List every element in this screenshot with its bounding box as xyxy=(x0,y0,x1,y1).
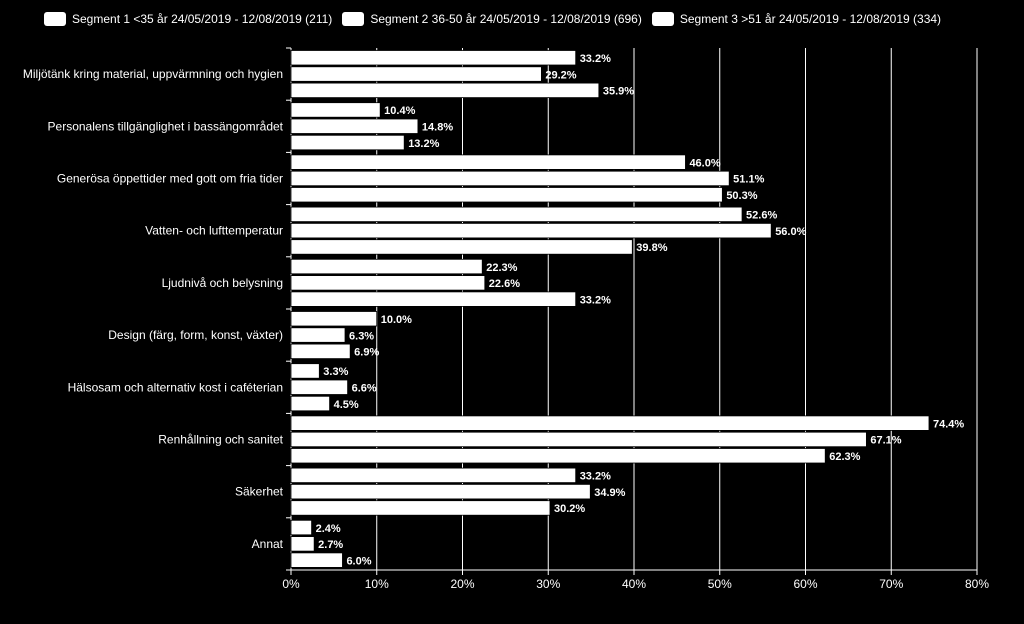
x-tick-label: 20% xyxy=(450,577,474,591)
data-label: 35.9% xyxy=(603,86,634,98)
legend-item-segment-3[interactable]: Segment 3 >51 år 24/05/2019 - 12/08/2019… xyxy=(651,12,942,26)
x-tick-label: 0% xyxy=(282,577,300,591)
data-label: 62.3% xyxy=(829,451,860,463)
chart-legend: Segment 1 <35 år 24/05/2019 - 12/08/2019… xyxy=(44,12,941,26)
bar-segment-1 xyxy=(290,415,930,431)
bar-segment-2 xyxy=(290,275,486,291)
category-label: Personalens tillgänglighet i bassängområ… xyxy=(48,119,284,133)
data-label: 33.2% xyxy=(580,471,611,483)
category-label: Miljötänk kring material, uppvärmning oc… xyxy=(23,67,283,81)
data-label: 6.3% xyxy=(349,330,374,342)
data-label: 51.1% xyxy=(733,174,764,186)
x-tick-label: 80% xyxy=(965,577,989,591)
data-label: 56.0% xyxy=(775,226,806,238)
bar-segment-3 xyxy=(290,291,577,307)
data-label: 46.0% xyxy=(689,157,720,169)
legend-swatch-segment-2 xyxy=(342,12,365,26)
bar-segment-3 xyxy=(290,343,351,360)
data-label: 50.3% xyxy=(726,190,757,202)
bar-segment-2 xyxy=(290,379,348,395)
data-label: 29.2% xyxy=(545,69,576,81)
category-label: Renhållning och sanitet xyxy=(158,433,283,447)
category-label: Säkerhet xyxy=(235,485,284,499)
data-label: 33.2% xyxy=(580,294,611,306)
bar-segment-2 xyxy=(290,483,591,500)
data-label: 33.2% xyxy=(580,53,611,65)
data-label: 10.0% xyxy=(381,314,412,326)
bar-segment-3 xyxy=(290,500,551,516)
x-tick-label: 60% xyxy=(793,577,817,591)
x-tick-label: 50% xyxy=(708,577,732,591)
legend-swatch-segment-3 xyxy=(651,12,674,26)
bar-segment-2 xyxy=(290,536,315,552)
bar-segment-2 xyxy=(290,170,730,187)
legend-label-segment-1: Segment 1 <35 år 24/05/2019 - 12/08/2019… xyxy=(72,12,333,26)
legend-label-segment-3: Segment 3 >51 år 24/05/2019 - 12/08/2019… xyxy=(679,12,942,26)
bar-segment-3 xyxy=(290,134,405,151)
data-label: 74.4% xyxy=(933,418,964,430)
bar-segment-2 xyxy=(290,118,419,134)
x-tick-label: 30% xyxy=(536,577,560,591)
bar-segment-1 xyxy=(290,206,743,223)
bar-segment-1 xyxy=(290,311,378,327)
data-label: 6.9% xyxy=(354,347,379,359)
data-label: 2.7% xyxy=(318,539,343,551)
data-label: 22.3% xyxy=(486,262,517,274)
data-label: 4.5% xyxy=(334,399,359,411)
category-label: Generösa öppettider med gott om fria tid… xyxy=(57,172,283,186)
category-label: Hälsosam och alternativ kost i caféteria… xyxy=(68,380,283,394)
data-label: 39.8% xyxy=(636,242,667,254)
data-label: 3.3% xyxy=(323,366,348,378)
bar-segment-1 xyxy=(290,102,381,118)
bar-segment-1 xyxy=(290,467,577,484)
data-label: 2.4% xyxy=(316,523,341,535)
bar-segment-3 xyxy=(290,395,330,412)
bar-segment-1 xyxy=(290,258,483,275)
legend-swatch-segment-1 xyxy=(44,12,66,26)
data-label: 13.2% xyxy=(408,138,439,150)
bar-segment-3 xyxy=(290,82,600,98)
legend-label-segment-2: Segment 2 36-50 år 24/05/2019 - 12/08/20… xyxy=(370,12,642,26)
x-tick-label: 10% xyxy=(365,577,389,591)
bar-segment-1 xyxy=(290,519,312,536)
category-label: Vatten- och lufttemperatur xyxy=(145,224,283,238)
category-label: Design (färg, form, konst, växter) xyxy=(108,328,283,342)
bar-segment-3 xyxy=(290,239,633,255)
data-label: 67.1% xyxy=(870,435,901,447)
data-label: 14.8% xyxy=(422,122,453,134)
bar-segment-3 xyxy=(290,552,343,568)
bar-segment-2 xyxy=(290,222,772,239)
bar-segment-3 xyxy=(290,187,723,203)
bar-segment-2 xyxy=(290,431,867,448)
x-tick-label: 70% xyxy=(879,577,903,591)
bar-segment-1 xyxy=(290,50,577,66)
bar-segment-2 xyxy=(290,66,542,82)
bar-segment-2 xyxy=(290,327,346,343)
legend-item-segment-1[interactable]: Segment 1 <35 år 24/05/2019 - 12/08/2019… xyxy=(44,12,332,26)
bar-segment-1 xyxy=(290,363,320,379)
data-label: 6.6% xyxy=(352,383,377,395)
data-label: 52.6% xyxy=(746,210,777,222)
data-label: 34.9% xyxy=(594,487,625,499)
bar-segment-3 xyxy=(290,448,826,464)
data-label: 30.2% xyxy=(554,503,585,515)
x-tick-label: 40% xyxy=(622,577,646,591)
legend-item-segment-2[interactable]: Segment 2 36-50 år 24/05/2019 - 12/08/20… xyxy=(342,12,642,26)
category-label: Ljudnivå och belysning xyxy=(162,276,283,290)
data-label: 10.4% xyxy=(384,105,415,117)
category-label: Annat xyxy=(252,537,284,551)
data-label: 22.6% xyxy=(489,278,520,290)
data-label: 6.0% xyxy=(346,555,371,567)
bar-segment-1 xyxy=(290,154,686,170)
